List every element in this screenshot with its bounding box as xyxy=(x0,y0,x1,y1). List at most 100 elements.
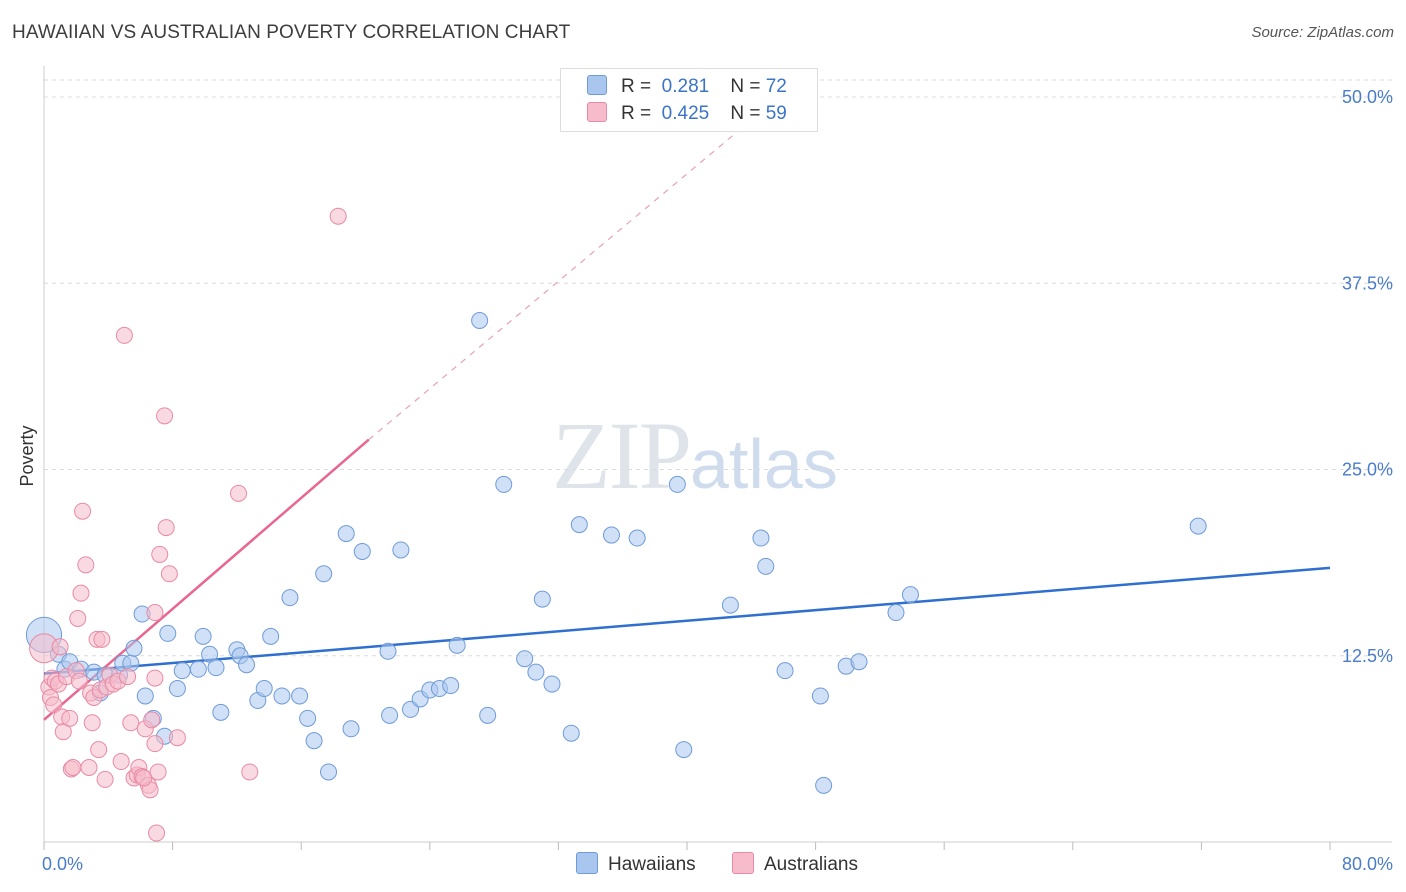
point-hawaiians xyxy=(273,687,291,705)
point-australians xyxy=(115,326,133,344)
point-australians xyxy=(64,759,82,776)
point-hawaiians xyxy=(320,763,338,781)
point-hawaiians xyxy=(337,525,355,543)
legend-r-label: R = xyxy=(621,103,652,124)
point-hawaiians xyxy=(136,687,154,705)
x-tick-label: 80.0% xyxy=(1342,854,1393,874)
point-hawaiians xyxy=(757,557,775,575)
point-hawaiians xyxy=(543,675,561,693)
point-hawaiians xyxy=(207,659,225,677)
legend-row-australians: R = 0.425 N = 59 xyxy=(587,102,787,126)
point-australians xyxy=(156,407,174,425)
series-swatch-hawaiians xyxy=(576,852,598,874)
point-australians xyxy=(70,672,88,690)
source-credit: Source: ZipAtlas.com xyxy=(1251,24,1394,41)
point-hawaiians xyxy=(479,706,497,724)
point-hawaiians xyxy=(811,687,829,705)
point-australians xyxy=(329,207,347,225)
point-australians xyxy=(146,735,164,753)
point-hawaiians xyxy=(901,586,919,604)
point-australians xyxy=(160,565,178,583)
legend-row-hawaiians: R = 0.281 N = 72 xyxy=(587,75,787,99)
point-hawaiians xyxy=(495,475,513,493)
point-australians xyxy=(51,638,69,656)
legend-swatch-hawaiians xyxy=(587,75,607,95)
trend-extension-australians xyxy=(368,126,744,441)
series-legend-australians[interactable]: Australians xyxy=(732,852,858,876)
grid-lines xyxy=(44,79,1392,657)
point-hawaiians xyxy=(776,662,794,680)
legend-n-value: 59 xyxy=(765,103,787,124)
point-hawaiians xyxy=(442,677,460,695)
point-hawaiians xyxy=(281,589,299,607)
point-hawaiians xyxy=(721,596,739,614)
point-hawaiians xyxy=(194,627,212,645)
axes xyxy=(43,66,1392,850)
point-hawaiians xyxy=(255,680,273,698)
x-tick-label: 0.0% xyxy=(42,854,83,874)
point-australians xyxy=(83,714,101,732)
watermark-zip: ZIP xyxy=(552,402,692,509)
point-hawaiians xyxy=(315,565,333,583)
point-australians xyxy=(80,759,98,776)
point-australians xyxy=(230,484,248,502)
point-hawaiians xyxy=(533,590,551,608)
point-hawaiians xyxy=(238,656,256,674)
tick-labels: 12.5% 25.0% 37.5% 50.0% 0.0% 80.0% xyxy=(42,87,1393,874)
point-australians xyxy=(146,669,164,687)
point-hawaiians xyxy=(675,741,693,759)
point-australians xyxy=(90,741,108,759)
point-australians xyxy=(149,763,167,781)
point-australians xyxy=(45,696,63,714)
point-hawaiians xyxy=(262,627,280,645)
point-hawaiians xyxy=(668,475,686,493)
point-australians xyxy=(151,545,169,563)
legend-r-value: 0.425 xyxy=(661,103,710,124)
point-australians xyxy=(72,584,90,602)
trend-line-hawaiians xyxy=(43,566,1331,675)
watermark-atlas: atlas xyxy=(690,425,838,503)
point-australians xyxy=(69,610,87,627)
point-australians xyxy=(93,630,111,648)
series-label-australians: Australians xyxy=(764,854,858,875)
y-axis-label: Poverty xyxy=(17,425,37,486)
data-points xyxy=(25,207,1207,842)
point-australians xyxy=(61,709,79,727)
point-hawaiians xyxy=(379,642,397,660)
chart-title: HAWAIIAN VS AUSTRALIAN POVERTY CORRELATI… xyxy=(12,22,571,43)
point-hawaiians xyxy=(602,526,620,544)
legend-r-value: 0.281 xyxy=(661,76,710,97)
point-hawaiians xyxy=(353,542,371,560)
point-hawaiians xyxy=(299,709,317,727)
series-swatch-australians xyxy=(732,852,754,874)
series-label-hawaiians: Hawaiians xyxy=(608,854,696,875)
point-australians xyxy=(157,519,175,537)
point-australians xyxy=(74,502,92,520)
point-australians xyxy=(168,729,186,747)
point-hawaiians xyxy=(887,604,905,622)
legend-n-label: N = xyxy=(730,76,761,97)
point-hawaiians xyxy=(850,653,868,671)
legend-r-label: R = xyxy=(621,76,652,97)
point-australians xyxy=(143,711,161,729)
point-australians xyxy=(146,604,164,622)
point-hawaiians xyxy=(159,624,177,642)
point-hawaiians xyxy=(189,660,207,678)
point-australians xyxy=(119,668,137,686)
point-hawaiians xyxy=(381,706,399,724)
trend-lines xyxy=(43,126,1331,721)
y-tick-label: 37.5% xyxy=(1342,273,1393,293)
point-hawaiians xyxy=(516,650,534,668)
point-australians xyxy=(148,824,166,842)
point-hawaiians xyxy=(125,639,143,657)
point-hawaiians xyxy=(570,516,588,534)
point-hawaiians xyxy=(815,776,833,794)
series-legend-hawaiians[interactable]: Hawaiians xyxy=(576,852,696,876)
point-hawaiians xyxy=(1189,517,1207,535)
point-hawaiians xyxy=(305,732,323,750)
legend-n-value: 72 xyxy=(765,76,787,97)
y-tick-label: 50.0% xyxy=(1342,87,1393,107)
point-hawaiians xyxy=(173,662,191,680)
point-hawaiians xyxy=(752,529,770,547)
